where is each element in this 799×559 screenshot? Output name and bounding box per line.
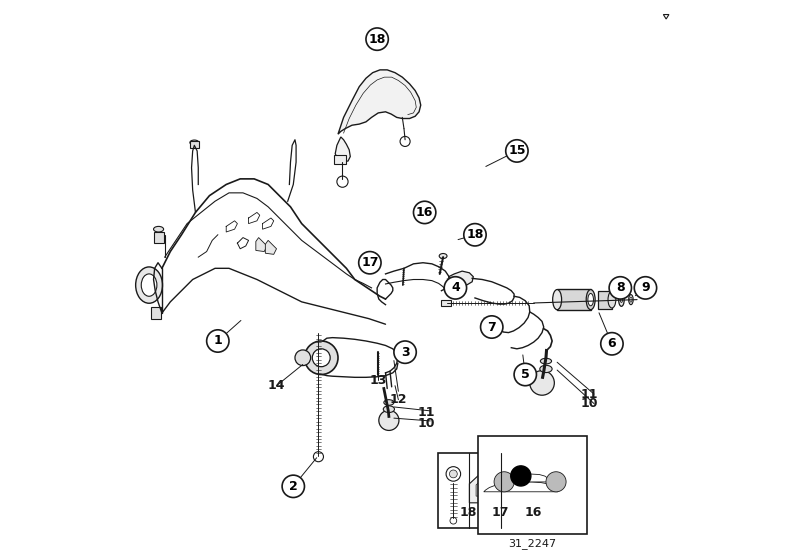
Bar [190, 141, 200, 148]
Text: 5: 5 [521, 368, 530, 381]
Text: 4: 4 [451, 281, 459, 295]
Ellipse shape [136, 267, 162, 303]
Bar [478, 436, 586, 534]
Ellipse shape [540, 366, 552, 372]
Text: 11: 11 [581, 387, 598, 401]
Text: 8: 8 [616, 281, 625, 295]
Circle shape [394, 341, 416, 363]
Bar [438, 453, 533, 528]
Bar [153, 232, 164, 243]
Circle shape [400, 136, 410, 146]
Text: 18: 18 [368, 32, 386, 46]
Ellipse shape [439, 254, 447, 258]
Circle shape [511, 466, 531, 486]
Circle shape [282, 475, 304, 498]
Polygon shape [256, 238, 267, 252]
Ellipse shape [540, 358, 551, 364]
Ellipse shape [588, 293, 594, 306]
Circle shape [513, 484, 520, 491]
Text: 14: 14 [268, 379, 285, 392]
Circle shape [510, 481, 523, 494]
Bar [334, 155, 347, 164]
Ellipse shape [629, 295, 633, 305]
Text: 3: 3 [401, 345, 409, 359]
Text: 6: 6 [607, 337, 616, 350]
Ellipse shape [384, 406, 395, 413]
Text: 2: 2 [289, 480, 298, 493]
Circle shape [359, 252, 381, 274]
Circle shape [480, 316, 503, 338]
Circle shape [449, 470, 457, 478]
Bar [151, 307, 161, 319]
Ellipse shape [618, 293, 624, 306]
Text: 10: 10 [418, 416, 435, 430]
Ellipse shape [153, 226, 164, 232]
Circle shape [546, 472, 566, 492]
Bar [504, 480, 529, 508]
Text: 12: 12 [390, 393, 407, 406]
Polygon shape [469, 470, 501, 503]
Text: 15: 15 [508, 144, 526, 158]
Bar [598, 291, 612, 309]
Circle shape [609, 277, 631, 299]
Polygon shape [476, 476, 494, 496]
Circle shape [313, 452, 324, 462]
Polygon shape [483, 482, 558, 492]
Polygon shape [338, 70, 421, 134]
Bar [441, 300, 451, 306]
Ellipse shape [630, 297, 632, 302]
Circle shape [494, 472, 515, 492]
Text: 31_2247: 31_2247 [508, 538, 556, 549]
Ellipse shape [620, 297, 622, 302]
Circle shape [450, 518, 457, 524]
Text: 16: 16 [416, 206, 433, 219]
Text: 1: 1 [213, 334, 222, 348]
Ellipse shape [586, 290, 595, 310]
Text: 18: 18 [467, 228, 483, 241]
Ellipse shape [384, 400, 394, 405]
Circle shape [601, 333, 623, 355]
Polygon shape [504, 468, 529, 480]
Text: 17: 17 [491, 506, 509, 519]
Circle shape [530, 371, 555, 395]
Circle shape [366, 28, 388, 50]
Text: 9: 9 [641, 281, 650, 295]
Circle shape [304, 341, 338, 375]
Circle shape [634, 277, 657, 299]
Text: 10: 10 [581, 397, 598, 410]
Text: 11: 11 [418, 406, 435, 419]
Text: 13: 13 [370, 373, 387, 387]
Bar [557, 289, 590, 310]
Ellipse shape [141, 274, 157, 296]
Circle shape [506, 140, 528, 162]
Circle shape [413, 201, 435, 224]
Circle shape [337, 176, 348, 187]
Polygon shape [265, 240, 276, 254]
Circle shape [514, 363, 536, 386]
Circle shape [207, 330, 229, 352]
Text: 18: 18 [459, 506, 477, 519]
Ellipse shape [553, 290, 562, 310]
Text: 16: 16 [525, 506, 543, 519]
Ellipse shape [190, 140, 199, 145]
Polygon shape [663, 15, 669, 19]
Circle shape [446, 467, 460, 481]
Text: 7: 7 [487, 320, 496, 334]
Polygon shape [449, 271, 473, 286]
Circle shape [295, 350, 311, 366]
Circle shape [312, 349, 330, 367]
Text: 17: 17 [361, 256, 379, 269]
Circle shape [379, 410, 399, 430]
Polygon shape [498, 474, 551, 482]
Circle shape [463, 224, 486, 246]
Ellipse shape [608, 291, 616, 308]
Circle shape [444, 277, 467, 299]
Polygon shape [336, 137, 350, 162]
